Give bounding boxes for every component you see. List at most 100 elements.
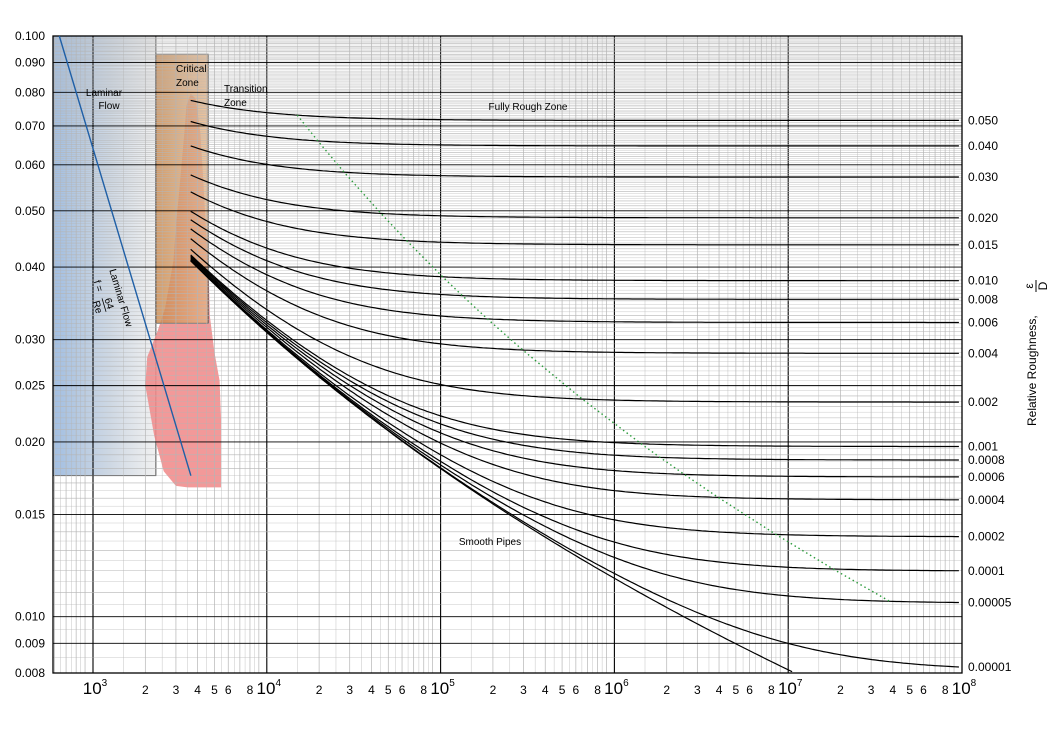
y-tick-label: 0.070 bbox=[15, 119, 45, 133]
y-tick-label: 0.025 bbox=[15, 379, 45, 393]
roughness-curve bbox=[190, 145, 959, 178]
roughness-label: 0.0001 bbox=[968, 564, 1005, 578]
laminar-zone-label: Flow bbox=[98, 101, 120, 112]
x-minor-label: 5 bbox=[211, 683, 218, 697]
x-minor-label: 5 bbox=[906, 683, 913, 697]
roughness-label: 0.006 bbox=[968, 315, 998, 329]
formula-lhs: f = bbox=[91, 279, 105, 293]
friction-curves bbox=[190, 99, 959, 673]
roughness-label: 0.0006 bbox=[968, 470, 1005, 484]
x-minor-label: 8 bbox=[594, 683, 601, 697]
roughness-label: 0.0008 bbox=[968, 453, 1005, 467]
roughness-label: 0.002 bbox=[968, 395, 998, 409]
x-minor-label: 4 bbox=[542, 683, 549, 697]
roughness-curve bbox=[190, 256, 959, 478]
fully-rough-boundary-line bbox=[296, 114, 891, 602]
roughness-curve bbox=[190, 174, 959, 219]
y-tick-label: 0.020 bbox=[15, 435, 45, 449]
x-decade-label: 108 bbox=[952, 678, 977, 698]
plot-border bbox=[52, 35, 963, 674]
roughness-curve bbox=[190, 99, 959, 122]
smooth-pipes-label: Smooth Pipes bbox=[459, 537, 521, 548]
x-minor-label: 4 bbox=[716, 683, 723, 697]
y-tick-label: 0.015 bbox=[15, 507, 45, 521]
roughness-label: 0.040 bbox=[968, 139, 998, 153]
fraction-numerator: ε bbox=[1022, 283, 1036, 289]
roughness-curve bbox=[190, 228, 959, 324]
critical-zone-label: Critical bbox=[176, 64, 207, 75]
zone-shading bbox=[52, 35, 221, 488]
x-decade-label: 103 bbox=[83, 678, 108, 698]
roughness-curve bbox=[190, 259, 959, 572]
smooth-pipe-curve bbox=[190, 260, 793, 673]
fully-rough-boundary bbox=[296, 114, 891, 602]
x-minor-label: 4 bbox=[194, 683, 201, 697]
x-minor-label: 2 bbox=[142, 683, 149, 697]
y-tick-label: 0.009 bbox=[15, 636, 45, 650]
x-minor-label: 3 bbox=[346, 683, 353, 697]
y-tick-label: 0.060 bbox=[15, 158, 45, 172]
roughness-curve bbox=[190, 238, 959, 354]
x-minor-label: 2 bbox=[490, 683, 497, 697]
y-tick-label: 0.008 bbox=[15, 666, 45, 680]
roughness-curve bbox=[190, 210, 959, 282]
y-tick-label: 0.080 bbox=[15, 85, 45, 99]
roughness-label: 0.00005 bbox=[968, 596, 1012, 610]
laminar-line bbox=[58, 35, 192, 476]
x-minor-label: 2 bbox=[663, 683, 670, 697]
roughness-label: 0.015 bbox=[968, 238, 998, 252]
roughness-label: 0.010 bbox=[968, 274, 998, 288]
roughness-curve bbox=[190, 254, 959, 448]
formula-denominator: Re bbox=[90, 300, 104, 316]
x-minor-label: 6 bbox=[225, 683, 232, 697]
laminar-flow-line bbox=[58, 35, 192, 476]
laminar-zone-fill bbox=[52, 35, 157, 477]
y-tick-label: 0.090 bbox=[15, 56, 45, 70]
x-decade-label: 104 bbox=[257, 678, 282, 698]
x-minor-label: 3 bbox=[868, 683, 875, 697]
x-minor-label: 6 bbox=[920, 683, 927, 697]
x-minor-label: 3 bbox=[694, 683, 701, 697]
x-minor-label: 5 bbox=[559, 683, 566, 697]
x-minor-label: 8 bbox=[420, 683, 427, 697]
roughness-label: 0.020 bbox=[968, 211, 998, 225]
x-minor-label: 6 bbox=[399, 683, 406, 697]
x-minor-label: 2 bbox=[837, 683, 844, 697]
roughness-curve bbox=[190, 191, 959, 246]
laminar-zone-label: Laminar bbox=[86, 88, 123, 99]
x-minor-label: 3 bbox=[173, 683, 180, 697]
roughness-curve bbox=[190, 248, 959, 403]
roughness-label: 0.0002 bbox=[968, 530, 1005, 544]
roughness-label: 0.0004 bbox=[968, 493, 1005, 507]
roughness-curve bbox=[190, 120, 959, 147]
y-tick-label: 0.050 bbox=[15, 204, 45, 218]
roughness-label: 0.030 bbox=[968, 170, 998, 184]
critical-zone-fill bbox=[155, 53, 209, 324]
y-tick-label: 0.100 bbox=[15, 29, 45, 43]
roughness-label: 0.008 bbox=[968, 292, 998, 306]
x-minor-label: 8 bbox=[247, 683, 254, 697]
roughness-curve bbox=[190, 259, 959, 538]
x-minor-label: 8 bbox=[942, 683, 949, 697]
grid bbox=[52, 35, 963, 674]
x-minor-label: 3 bbox=[520, 683, 527, 697]
roughness-curve bbox=[190, 219, 959, 300]
relative-roughness-title: Relative Roughness, bbox=[1025, 315, 1039, 426]
roughness-label: 0.050 bbox=[968, 113, 998, 127]
roughness-label: 0.00001 bbox=[968, 660, 1012, 674]
x-decade-label: 107 bbox=[778, 678, 803, 698]
fully-rough-zone-label: Fully Rough Zone bbox=[489, 102, 568, 113]
formula-bar bbox=[101, 298, 107, 312]
x-decade-label: 105 bbox=[430, 678, 455, 698]
roughness-curve bbox=[190, 260, 959, 604]
x-minor-label: 5 bbox=[385, 683, 392, 697]
y-tick-label: 0.040 bbox=[15, 260, 45, 274]
y-tick-label: 0.030 bbox=[15, 333, 45, 347]
x-minor-label: 8 bbox=[768, 683, 775, 697]
transition-zone-label: Transition bbox=[224, 84, 268, 95]
x-minor-label: 5 bbox=[733, 683, 740, 697]
y-tick-label: 0.010 bbox=[15, 610, 45, 624]
transition-zone-label: Zone bbox=[224, 98, 247, 109]
x-minor-label: 4 bbox=[368, 683, 375, 697]
